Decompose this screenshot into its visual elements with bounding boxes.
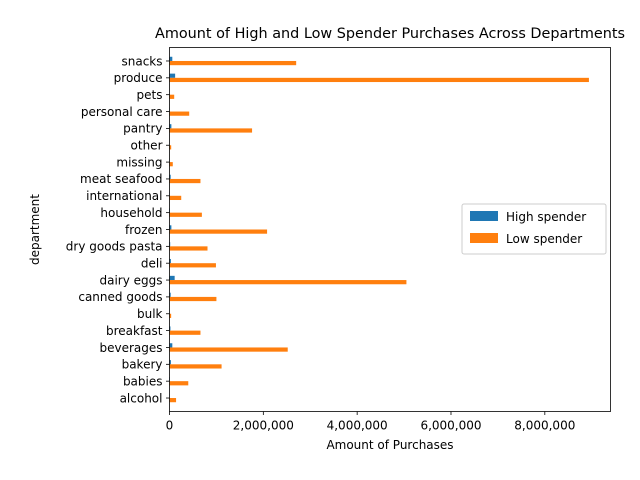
bar-low-spender-meat-seafood: [169, 178, 201, 184]
x-tick-label: 8,000,000: [514, 419, 575, 433]
y-tick-label-missing: missing: [116, 155, 162, 169]
bar-low-spender-household: [169, 212, 202, 217]
y-tick-label-dry-goods-pasta: dry goods pasta: [66, 240, 163, 254]
x-axis-label: Amount of Purchases: [326, 438, 453, 452]
bar-high-spender-pantry: [169, 124, 172, 129]
legend-label-low-spender: Low spender: [506, 232, 582, 246]
bar-low-spender-other: [169, 145, 172, 150]
y-tick-label-alcohol: alcohol: [120, 391, 163, 405]
x-tick-label: 4,000,000: [327, 419, 388, 433]
bar-low-spender-dairy-eggs: [169, 280, 407, 285]
bar-high-spender-produce: [169, 73, 176, 78]
bar-low-spender-breakfast: [169, 330, 201, 335]
bar-low-spender-pantry: [169, 128, 253, 133]
bars-group: [169, 56, 589, 403]
y-tick-label-other: other: [131, 139, 163, 153]
y-tick-label-canned-goods: canned goods: [78, 290, 162, 304]
y-tick-label-pantry: pantry: [123, 122, 162, 136]
x-tick-label: 6,000,000: [420, 419, 481, 433]
bar-high-spender-frozen: [169, 225, 172, 230]
bar-high-spender-deli: [169, 258, 171, 264]
bar-low-spender-bulk: [169, 313, 172, 318]
legend-swatch-high-spender: [470, 211, 498, 221]
bar-low-spender-dry-goods-pasta: [169, 246, 208, 251]
y-tick-label-dairy-eggs: dairy eggs: [99, 273, 162, 287]
y-tick-label-pets: pets: [137, 88, 163, 102]
x-axis-ticks: 0 2,000,000 4,000,000 6,000,000 8,000,000: [166, 411, 575, 433]
bar-low-spender-alcohol: [169, 398, 177, 403]
y-tick-label-household: household: [100, 206, 162, 220]
y-tick-label-snacks: snacks: [121, 54, 162, 68]
bar-low-spender-produce: [169, 77, 589, 83]
y-tick-label-meat-seafood: meat seafood: [80, 172, 162, 186]
bar-high-spender-dairy-eggs: [169, 275, 175, 281]
bar-low-spender-canned-goods: [169, 296, 217, 302]
bar-low-spender-snacks: [169, 60, 297, 66]
bar-low-spender-bakery: [169, 364, 222, 369]
y-tick-label-babies: babies: [123, 374, 163, 388]
bar-high-spender-meat-seafood: [169, 174, 171, 179]
bar-low-spender-pets: [169, 94, 175, 99]
y-axis-ticks: alcohol babies bakery beverages breakfast bul…: [66, 54, 170, 405]
bar-low-spender-personal-care: [169, 111, 190, 116]
legend-swatch-low-spender: [470, 233, 498, 243]
y-tick-label-international: international: [86, 189, 162, 203]
bar-high-spender-beverages: [169, 343, 173, 348]
bar-high-spender-canned-goods: [169, 292, 171, 297]
chart-title: Amount of High and Low Spender Purchases…: [155, 26, 625, 42]
bar-low-spender-frozen: [169, 229, 268, 234]
y-tick-label-personal-care: personal care: [81, 105, 163, 119]
plot-frame: [169, 47, 611, 412]
legend-label-high-spender: High spender: [506, 210, 586, 224]
bar-low-spender-deli: [169, 263, 216, 268]
bar-high-spender-breakfast: [169, 326, 171, 331]
bar-high-spender-bakery: [169, 360, 171, 365]
y-tick-label-frozen: frozen: [125, 223, 163, 237]
y-tick-label-bulk: bulk: [137, 307, 163, 321]
bar-high-spender-snacks: [169, 56, 173, 61]
x-tick-label: 2,000,000: [233, 419, 294, 433]
y-tick-label-bakery: bakery: [122, 358, 163, 372]
y-tick-label-beverages: beverages: [99, 341, 162, 355]
y-axis-label: department: [28, 194, 42, 265]
x-tick-label: 0: [166, 419, 174, 433]
legend: High spender Low spender: [461, 203, 607, 255]
y-tick-label-produce: produce: [114, 71, 163, 85]
y-tick-label-deli: deli: [141, 257, 163, 271]
y-tick-label-breakfast: breakfast: [106, 324, 163, 338]
bar-low-spender-beverages: [169, 347, 288, 352]
bar-low-spender-missing: [169, 162, 173, 167]
bar-low-spender-international: [169, 195, 182, 201]
bar-low-spender-babies: [169, 381, 189, 386]
